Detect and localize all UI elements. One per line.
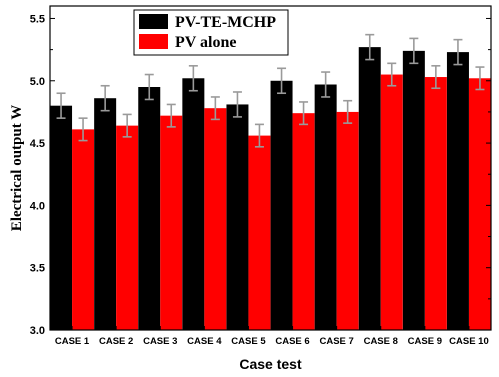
y-tick-label: 3.5 (30, 263, 45, 275)
error-bar-pv-alone-case-9 (431, 65, 441, 90)
x-tick-label-case-10: CASE 10 (449, 336, 489, 347)
bar-pv-alone-case-10 (468, 78, 491, 331)
y-axis-title: Electrical output W (9, 105, 25, 231)
bar-pv-alone-case-5 (248, 135, 271, 330)
bar-pv-te-mchp-case-9 (402, 50, 425, 330)
legend-swatch-pv-alone (139, 34, 168, 49)
bar-pv-alone-case-4 (204, 108, 227, 330)
bar-pv-alone-case-2 (116, 125, 139, 330)
error-bar-pv-te-mchp-case-7 (321, 71, 331, 98)
y-tick-label: 4.5 (30, 138, 45, 150)
error-bar-pv-te-mchp-case-9 (409, 37, 419, 65)
x-tick-label-case-8: CASE 8 (364, 336, 398, 347)
x-tick-label-case-6: CASE 6 (275, 336, 309, 347)
error-bar-pv-alone-case-1 (78, 117, 88, 142)
bar-pv-alone-case-3 (160, 115, 183, 331)
bars-layer (50, 47, 491, 331)
error-bar-pv-te-mchp-case-8 (365, 33, 375, 61)
x-tick-label-case-4: CASE 4 (187, 336, 222, 347)
bar-pv-alone-case-7 (336, 111, 359, 330)
error-bar-pv-te-mchp-case-3 (144, 73, 154, 101)
error-bar-pv-te-mchp-case-10 (453, 38, 463, 66)
y-tick-label: 4.0 (30, 200, 45, 212)
plot-area-frame (49, 5, 492, 331)
bar-pv-te-mchp-case-4 (182, 78, 205, 331)
bar-pv-te-mchp-case-8 (358, 47, 381, 330)
x-tick-label-case-9: CASE 9 (408, 336, 442, 347)
bar-pv-te-mchp-case-5 (226, 104, 249, 330)
x-tick-label-case-7: CASE 7 (319, 336, 353, 347)
legend-label-pv-te-mchp: PV-TE-MCHP (175, 14, 276, 31)
bar-pv-alone-case-8 (380, 74, 403, 331)
error-bar-pv-alone-case-6 (299, 101, 309, 126)
error-bar-pv-te-mchp-case-4 (188, 65, 198, 92)
bar-pv-te-mchp-case-3 (138, 87, 161, 330)
bar-pv-alone-case-1 (72, 129, 95, 330)
bar-pv-te-mchp-case-10 (446, 52, 469, 330)
error-bar-pv-alone-case-10 (475, 66, 485, 91)
y-tick-label: 5.0 (30, 76, 45, 88)
error-bar-pv-alone-case-4 (210, 96, 220, 121)
x-tick-label-case-2: CASE 2 (99, 336, 133, 347)
y-axis-ticks: 3.0 3.5 4.0 4.5 5.0 5.5 (30, 13, 491, 337)
y-tick-label: 5.5 (30, 13, 45, 25)
bar-pv-alone-case-6 (292, 113, 315, 331)
legend: PV-TE-MCHP PV alone (133, 9, 289, 56)
x-tick-label-case-3: CASE 3 (143, 336, 177, 347)
bar-pv-alone-case-9 (424, 77, 447, 331)
error-bar-pv-te-mchp-case-2 (100, 84, 110, 112)
error-bar-pv-alone-case-7 (343, 99, 353, 124)
bar-pv-te-mchp-case-1 (50, 105, 73, 330)
error-bar-pv-alone-case-3 (166, 103, 176, 128)
legend-label-pv-alone: PV alone (175, 34, 236, 51)
error-bar-pv-te-mchp-case-6 (277, 67, 287, 95)
error-bar-pv-alone-case-5 (254, 123, 264, 148)
x-axis-title: Case test (239, 356, 302, 372)
bar-pv-te-mchp-case-2 (94, 98, 117, 330)
error-bar-pv-te-mchp-case-5 (232, 91, 242, 118)
error-bars-layer (56, 33, 485, 148)
bar-pv-te-mchp-case-6 (270, 80, 293, 331)
bar-pv-te-mchp-case-7 (314, 84, 337, 330)
x-axis-ticks: CASE 1 CASE 2 CASE 3 CASE 4 CASE 5 CASE 6 CASE… (55, 326, 489, 347)
error-bar-pv-te-mchp-case-1 (56, 92, 66, 119)
error-bar-pv-alone-case-2 (122, 113, 132, 138)
error-bar-pv-alone-case-8 (387, 62, 397, 87)
y-tick-label: 3.0 (30, 325, 45, 337)
x-tick-label-case-1: CASE 1 (55, 336, 90, 347)
x-tick-label-case-5: CASE 5 (231, 336, 266, 347)
legend-swatch-pv-te-mchp (139, 14, 168, 29)
